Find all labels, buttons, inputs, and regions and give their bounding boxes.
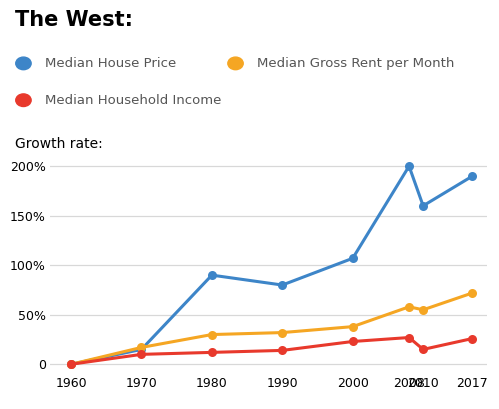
Text: Growth rate:: Growth rate: [15, 137, 103, 151]
Text: Median Gross Rent per Month: Median Gross Rent per Month [257, 57, 455, 70]
Text: Median House Price: Median House Price [45, 57, 176, 70]
Text: The West:: The West: [15, 10, 133, 30]
Text: Median Household Income: Median Household Income [45, 94, 221, 107]
